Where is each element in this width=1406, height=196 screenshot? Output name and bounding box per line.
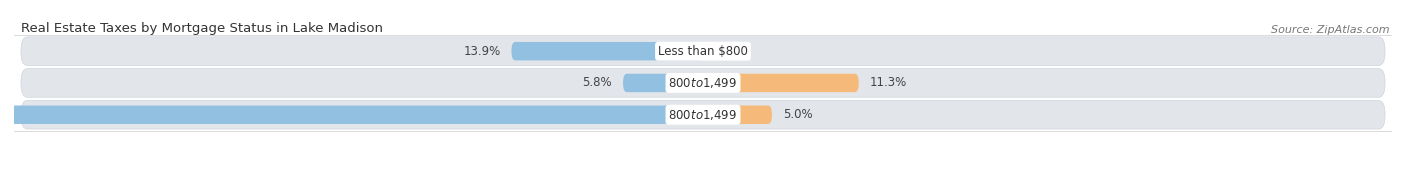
Text: $800 to $1,499: $800 to $1,499 xyxy=(668,76,738,90)
Text: 0.0%: 0.0% xyxy=(714,45,744,58)
FancyBboxPatch shape xyxy=(21,37,1385,65)
Text: 5.8%: 5.8% xyxy=(582,76,612,89)
FancyBboxPatch shape xyxy=(21,69,1385,97)
Text: 11.3%: 11.3% xyxy=(870,76,907,89)
FancyBboxPatch shape xyxy=(703,74,859,92)
Text: Real Estate Taxes by Mortgage Status in Lake Madison: Real Estate Taxes by Mortgage Status in … xyxy=(21,22,382,35)
Text: Source: ZipAtlas.com: Source: ZipAtlas.com xyxy=(1271,25,1389,35)
Text: 13.9%: 13.9% xyxy=(463,45,501,58)
Text: Less than $800: Less than $800 xyxy=(658,45,748,58)
FancyBboxPatch shape xyxy=(0,105,703,124)
FancyBboxPatch shape xyxy=(512,42,703,60)
FancyBboxPatch shape xyxy=(623,74,703,92)
FancyBboxPatch shape xyxy=(703,105,772,124)
FancyBboxPatch shape xyxy=(21,101,1385,129)
Text: $800 to $1,499: $800 to $1,499 xyxy=(668,108,738,122)
Text: 5.0%: 5.0% xyxy=(783,108,813,121)
